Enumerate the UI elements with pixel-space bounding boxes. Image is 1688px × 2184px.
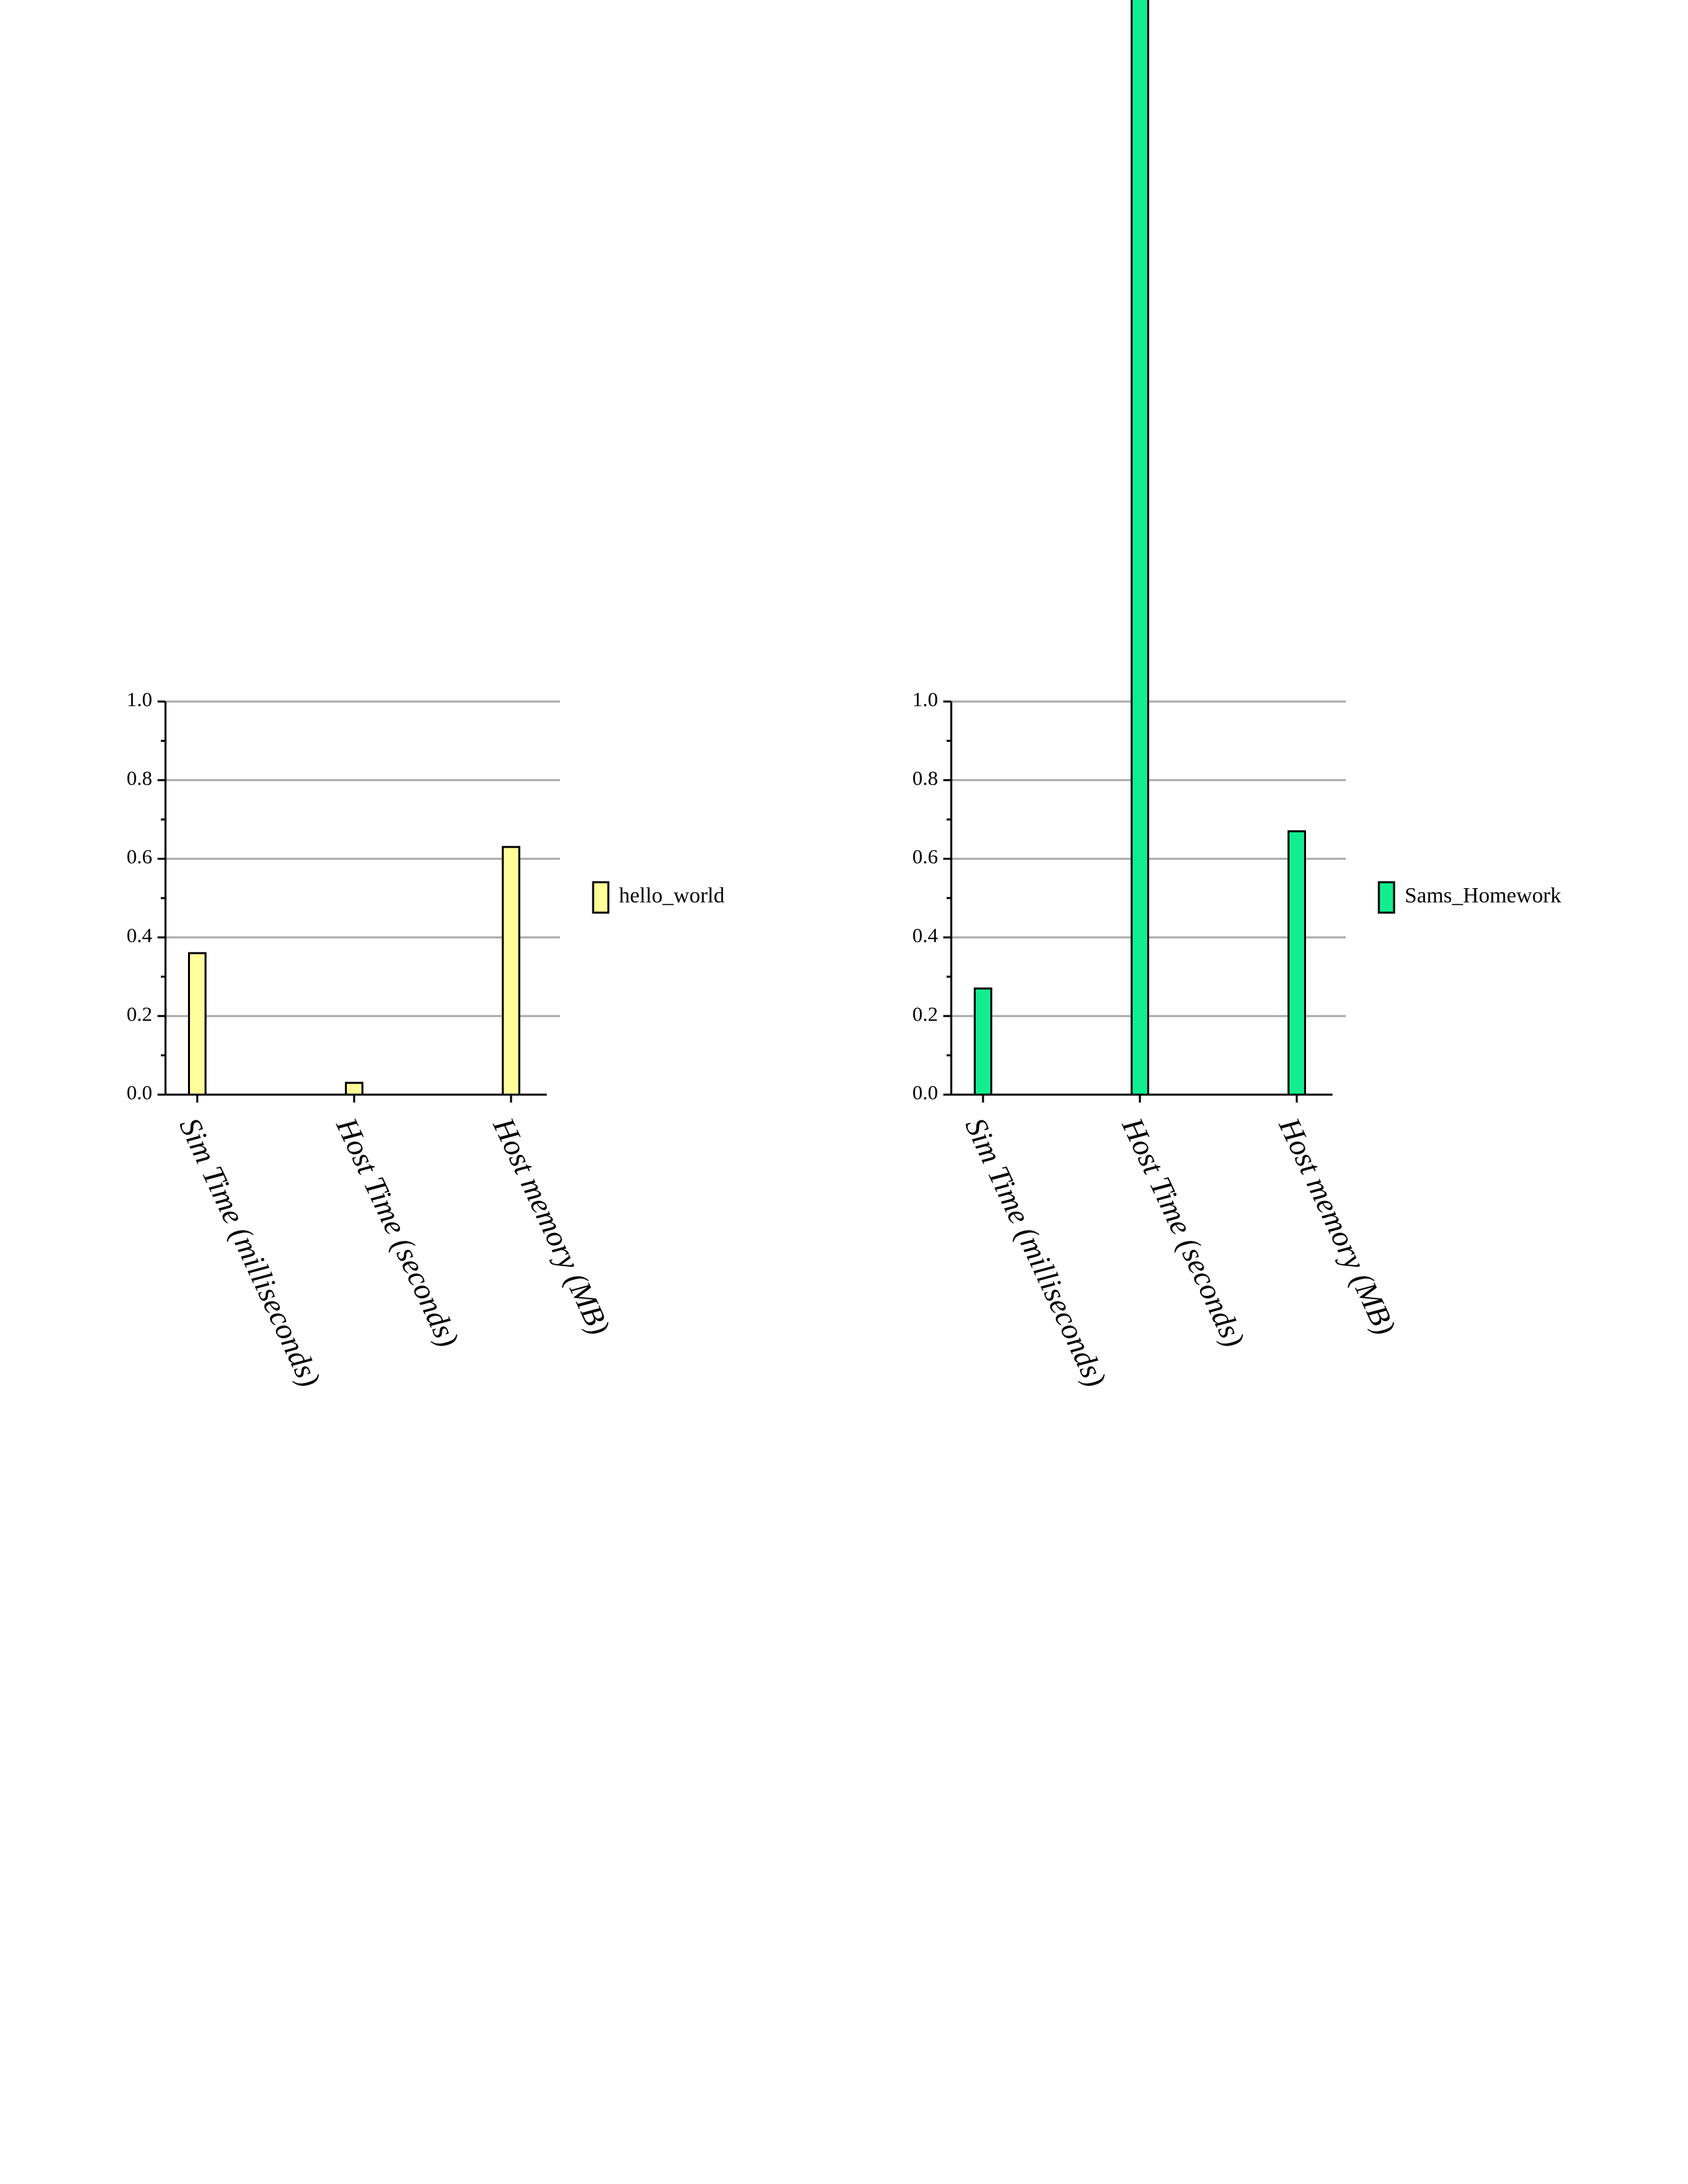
y-tick-label: 0.2 <box>912 1002 938 1025</box>
x-tick-label: Host Time (seconds) <box>330 1112 465 1352</box>
x-tick-label: Host memory (MB) <box>487 1112 617 1340</box>
y-tick-label: 0.0 <box>912 1081 938 1104</box>
x-tick-label: Sim Time (milliseconds) <box>173 1113 327 1392</box>
legend-label: Sams_Homework <box>1405 884 1562 908</box>
legend-swatch <box>1378 881 1395 914</box>
legend-label: hello_world <box>619 884 725 908</box>
x-tick-label: Host Time (seconds) <box>1115 1112 1251 1352</box>
y-tick-label: 0.0 <box>126 1081 152 1104</box>
bar <box>1288 830 1306 1096</box>
bar <box>974 987 992 1096</box>
y-tick-label: 0.6 <box>126 845 152 868</box>
bar <box>188 952 207 1096</box>
bar <box>1131 0 1149 1096</box>
y-tick-label: 1.0 <box>126 688 152 711</box>
x-tick-label: Host memory (MB) <box>1272 1112 1403 1340</box>
legend-swatch <box>592 881 610 914</box>
y-tick-label: 0.4 <box>912 924 938 947</box>
y-tick-label: 0.6 <box>912 845 938 868</box>
bar <box>345 1081 363 1096</box>
bar <box>502 846 520 1096</box>
y-tick-label: 0.8 <box>912 766 938 790</box>
y-tick-label: 1.0 <box>912 688 938 711</box>
x-tick-label: Sim Time (milliseconds) <box>959 1113 1113 1392</box>
y-tick-label: 0.2 <box>126 1002 152 1025</box>
y-tick-label: 0.8 <box>126 766 152 790</box>
y-tick-label: 0.4 <box>126 924 152 947</box>
